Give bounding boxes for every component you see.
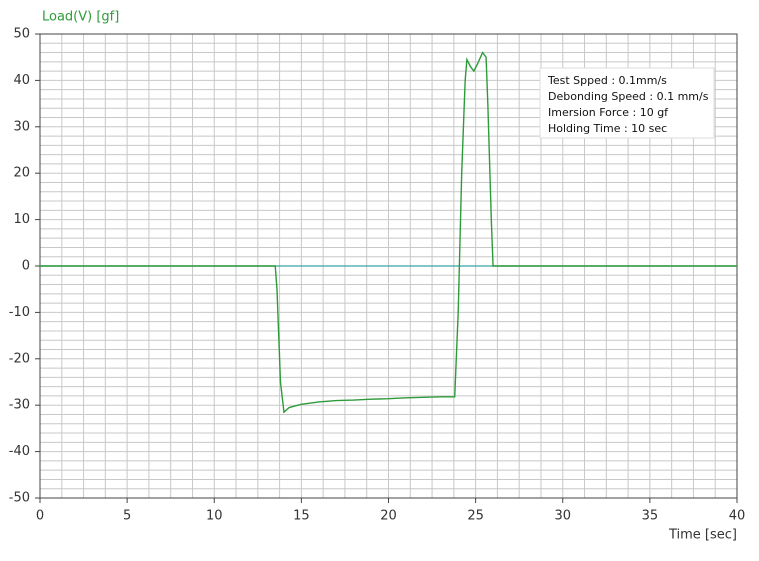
annotation: Holding Time : 10 sec bbox=[548, 122, 667, 135]
y-tick-label: 10 bbox=[13, 212, 30, 227]
y-tick-label: 50 bbox=[13, 27, 30, 42]
y-axis-label: Load(V) [gf] bbox=[42, 10, 119, 25]
y-tick-label: -30 bbox=[9, 398, 30, 413]
annotation-box bbox=[539, 67, 715, 139]
y-tick-label: 20 bbox=[13, 166, 30, 181]
y-tick-label: -50 bbox=[9, 491, 30, 506]
x-tick-label: 35 bbox=[642, 509, 659, 524]
x-tick-label: 30 bbox=[554, 509, 571, 524]
x-tick-label: 0 bbox=[36, 509, 44, 524]
data-line bbox=[40, 51, 737, 414]
annotation: Debonding Speed : 0.1 mm/s bbox=[548, 90, 709, 103]
y-tick-label: -40 bbox=[9, 444, 30, 459]
y-tick-label: 40 bbox=[13, 73, 30, 88]
x-tick-label: 15 bbox=[293, 509, 310, 524]
x-tick-label: 40 bbox=[729, 509, 746, 524]
x-axis-label: Time [sec] bbox=[668, 528, 737, 543]
x-tick-label: 25 bbox=[467, 509, 484, 524]
x-tick-label: 5 bbox=[123, 509, 131, 524]
y-tick-label: 0 bbox=[22, 259, 30, 274]
annotation: Test Spped : 0.1mm/s bbox=[547, 74, 667, 87]
annotation: Imersion Force : 10 gf bbox=[548, 106, 669, 119]
x-tick-label: 20 bbox=[380, 509, 397, 524]
y-tick-label: 30 bbox=[13, 119, 30, 134]
y-tick-label: -20 bbox=[9, 351, 30, 366]
y-tick-label: -10 bbox=[9, 305, 30, 320]
x-tick-label: 10 bbox=[206, 509, 223, 524]
